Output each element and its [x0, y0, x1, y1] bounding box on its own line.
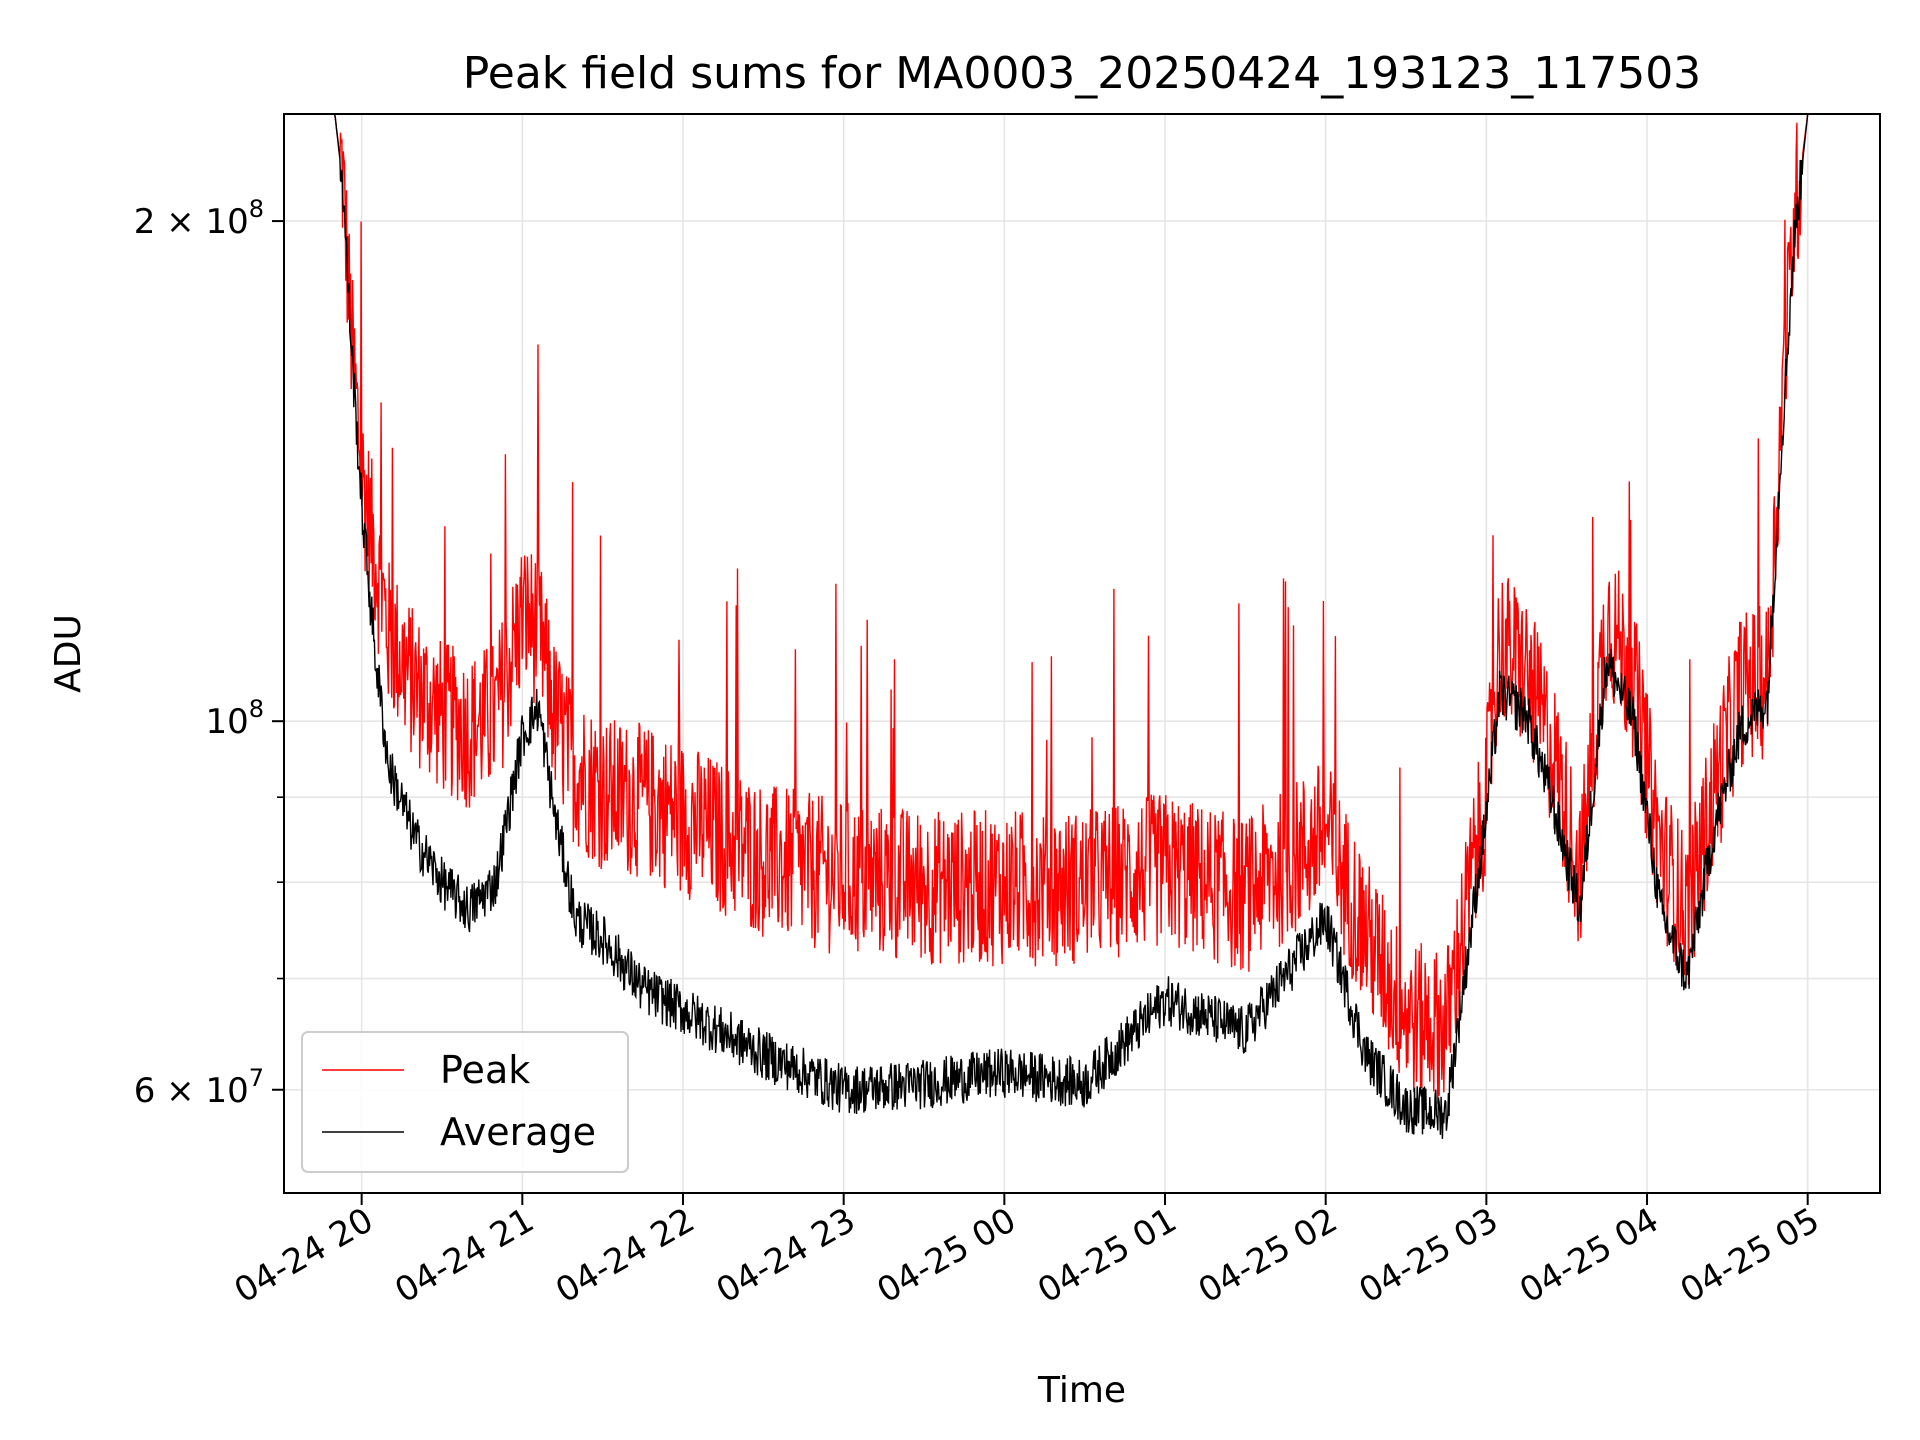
series-line-peak	[284, 114, 1880, 1105]
y-tick-label: 2 × 108	[134, 195, 264, 242]
series-line-average	[284, 114, 1880, 1139]
y-tick-times: × 10	[155, 1071, 248, 1111]
legend-label-average: Average	[440, 1110, 596, 1154]
y-tick-exponent: 8	[249, 195, 264, 223]
y-tick-base: 10	[205, 702, 248, 742]
plot-frame	[283, 113, 1881, 1194]
legend: Peak Average	[301, 1031, 629, 1173]
y-axis-label: ADU	[48, 614, 89, 693]
x-axis-label: Time	[1037, 1370, 1126, 1411]
y-tick-mantissa: 2	[134, 202, 156, 242]
legend-box	[301, 1031, 629, 1173]
y-tick-exponent: 7	[249, 1064, 264, 1092]
y-tick-label: 108	[205, 695, 264, 742]
legend-label-peak: Peak	[440, 1048, 530, 1092]
plot-series	[284, 114, 1880, 1139]
y-tick-times: × 10	[155, 202, 248, 242]
y-tick-exponent: 8	[249, 695, 264, 723]
chart-title: Peak field sums for MA0003_20250424_1931…	[463, 48, 1701, 99]
y-tick-label: 6 × 107	[134, 1064, 264, 1111]
y-tick-mantissa: 6	[134, 1071, 156, 1111]
